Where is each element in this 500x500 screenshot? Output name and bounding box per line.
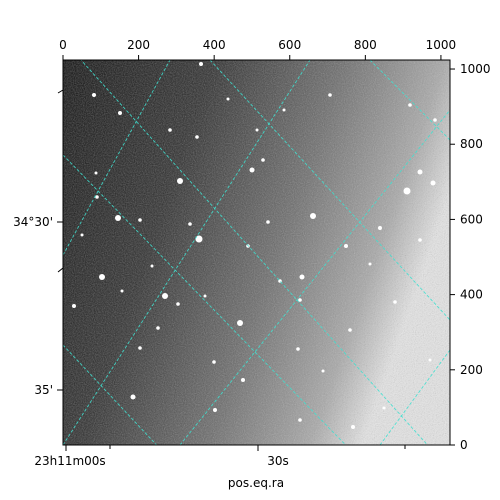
star — [328, 93, 332, 97]
image-area — [62, 59, 451, 446]
star — [213, 408, 217, 412]
star — [430, 180, 436, 186]
right-tick-label: 0 — [460, 438, 468, 452]
grid-line — [63, 344, 158, 445]
star — [226, 97, 230, 101]
right-tick-label: 1000 — [460, 62, 491, 76]
dec-tick-label: 34°30' — [13, 215, 53, 229]
star — [162, 293, 168, 299]
dec-tick-label: 35' — [34, 383, 53, 397]
star — [298, 418, 302, 422]
star — [168, 128, 172, 132]
grid-line — [63, 154, 347, 445]
top-tick-label: 800 — [354, 38, 377, 52]
top-tick-label: 600 — [278, 38, 301, 52]
star — [177, 178, 183, 184]
star — [92, 93, 96, 97]
dec-tick-minor — [57, 267, 64, 273]
star — [249, 167, 255, 173]
star — [94, 171, 98, 175]
world-x-axis-bottom: 23h11m00s 30s pos.eq.ra — [34, 445, 406, 490]
plot-frame — [62, 59, 451, 446]
star — [282, 108, 286, 112]
top-tick-label: 0 — [59, 38, 67, 52]
star — [80, 233, 84, 237]
star — [418, 238, 422, 242]
grid-line — [179, 109, 450, 445]
star — [261, 158, 265, 162]
star — [433, 118, 437, 122]
star — [241, 378, 245, 382]
star — [156, 326, 160, 330]
right-tick-label: 400 — [460, 288, 483, 302]
star — [255, 128, 259, 132]
star — [344, 244, 348, 248]
star — [403, 187, 411, 195]
star — [150, 264, 154, 268]
star — [321, 369, 325, 373]
star-field — [72, 62, 437, 429]
grid-line — [209, 60, 450, 321]
grid-line — [80, 60, 429, 445]
star — [130, 394, 136, 400]
pixel-y-axis-right: 0 200 400 600 800 1000 — [450, 62, 491, 452]
star — [393, 300, 397, 304]
star — [195, 135, 199, 139]
x-axis-label: pos.eq.ra — [228, 476, 284, 490]
star — [408, 103, 412, 107]
star — [348, 328, 352, 332]
top-tick-label: 200 — [127, 38, 150, 52]
star — [237, 320, 243, 326]
star — [176, 302, 180, 306]
star — [428, 358, 432, 362]
star — [378, 226, 382, 230]
star — [138, 218, 142, 222]
star — [195, 235, 203, 243]
star — [138, 346, 142, 350]
star — [296, 347, 300, 351]
star — [199, 62, 203, 66]
star — [266, 220, 270, 224]
top-tick-label: 1000 — [426, 38, 457, 52]
star — [310, 213, 316, 219]
right-tick-label: 200 — [460, 363, 483, 377]
right-tick-label: 600 — [460, 212, 483, 226]
star — [212, 360, 216, 364]
star — [120, 289, 124, 293]
star — [382, 406, 386, 410]
star — [351, 425, 355, 429]
grid-line — [369, 60, 450, 141]
dec-tick-minor — [57, 89, 64, 94]
sky-noise — [63, 60, 450, 445]
world-y-axis-left: 34°30' 35' — [13, 89, 64, 397]
grid-line — [63, 60, 171, 256]
star — [118, 111, 122, 115]
coordinate-grid — [63, 60, 450, 445]
top-tick-label: 400 — [203, 38, 226, 52]
star — [298, 298, 302, 302]
ra-tick-label: 23h11m00s — [34, 454, 105, 468]
right-tick-label: 800 — [460, 137, 483, 151]
pixel-x-axis-top: 0 200 400 600 800 1000 — [59, 38, 456, 60]
star — [203, 294, 207, 298]
star — [99, 274, 105, 280]
star — [299, 274, 305, 280]
ra-tick-label: 30s — [267, 454, 289, 468]
star — [72, 304, 76, 308]
star — [417, 169, 423, 175]
star — [115, 215, 121, 221]
star — [95, 195, 99, 199]
star — [188, 222, 192, 226]
star — [368, 262, 372, 266]
